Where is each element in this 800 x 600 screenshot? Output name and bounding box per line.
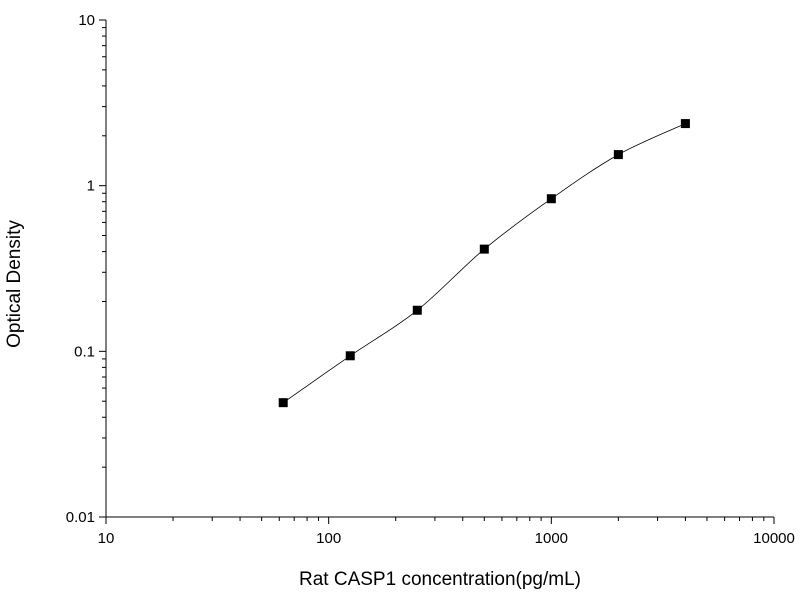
data-point-marker [278,398,288,408]
y-tick-label: 0.1 [74,343,95,360]
x-axis-title: Rat CASP1 concentration(pg/mL) [299,569,581,590]
y-tick-label: 10 [78,12,95,29]
data-point-marker [613,150,623,160]
data-point-marker [479,244,489,254]
y-axis-title: Optical Density [4,220,25,348]
x-tick-label: 10000 [753,530,795,547]
fit-curve [282,123,686,403]
axis-ticks [99,19,775,524]
axis-tick-labels: 10 100 1000 10000 0.01 0.1 1 10 [66,12,795,547]
y-tick-label: 0.01 [66,509,95,526]
data-point-marker [546,194,556,204]
x-tick-label: 1000 [535,530,568,547]
x-tick-label: 100 [316,530,341,547]
y-tick-label: 1 [87,178,95,195]
data-point-marker [345,351,355,361]
x-tick-label: 10 [98,530,115,547]
data-points [278,119,690,408]
data-point-marker [412,305,422,315]
data-point-marker [680,119,690,129]
axes [105,20,774,518]
